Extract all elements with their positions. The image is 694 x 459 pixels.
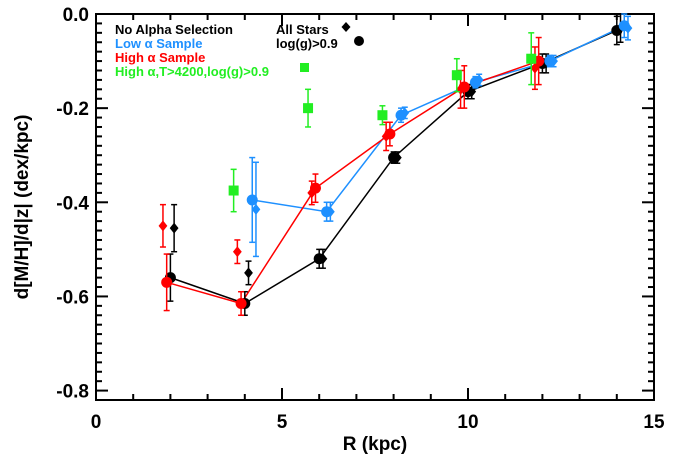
- circle-marker: [309, 182, 321, 194]
- circle-marker: [458, 81, 470, 93]
- y-tick-label: -0.8: [56, 382, 89, 403]
- axes: 0 5 10 15 0.0 -0.2 -0.4 -0.6 -0.8: [56, 5, 665, 433]
- data-point: [313, 248, 325, 269]
- legend-marker-entry: All Stars: [276, 22, 329, 37]
- data-point: [161, 253, 173, 312]
- square-marker: [228, 185, 239, 196]
- data-point: [458, 65, 470, 109]
- circle-marker: [544, 55, 556, 67]
- legend-entry: High α Sample: [115, 50, 205, 65]
- data-point: [388, 151, 400, 164]
- circle-marker: [388, 152, 400, 164]
- y-tick-label: -0.6: [56, 287, 89, 308]
- circle-marker: [161, 276, 173, 288]
- data-point: [395, 107, 407, 124]
- data-point: [377, 105, 388, 126]
- data-point: [303, 88, 314, 128]
- series-line: [166, 60, 539, 305]
- legend-circle-icon: [354, 36, 364, 46]
- y-axis-label: d[M/H]/d|z| (dex/kpc): [12, 115, 33, 300]
- diamond-marker: [251, 203, 261, 215]
- circle-marker: [246, 194, 258, 206]
- data-point: [321, 201, 333, 222]
- data-point: [618, 13, 630, 39]
- legend-square-icon: [300, 63, 309, 72]
- circle-marker: [235, 298, 247, 309]
- circle-marker: [469, 76, 481, 88]
- y-tick-label: -0.2: [56, 99, 89, 120]
- circle-marker: [618, 20, 630, 32]
- y-tick-label: 0.0: [63, 5, 89, 26]
- square-marker: [377, 110, 388, 121]
- diamond-marker: [169, 222, 179, 234]
- data-point: [169, 203, 179, 253]
- data-point: [232, 239, 242, 265]
- circle-marker: [384, 128, 396, 140]
- data-point: [251, 161, 261, 258]
- square-marker: [526, 53, 537, 64]
- data-point: [158, 203, 168, 248]
- legend-diamond-icon: [341, 22, 351, 32]
- square-marker: [303, 103, 314, 114]
- data-point: [246, 156, 258, 244]
- y-tick-label: -0.4: [56, 193, 89, 214]
- data-point: [544, 54, 556, 68]
- square-marker: [451, 70, 462, 81]
- legend-marker-entry: log(g)>0.9: [276, 36, 338, 51]
- series-line: [252, 25, 625, 213]
- data-point: [469, 75, 481, 89]
- diamond-marker: [232, 246, 242, 258]
- data-point: [309, 173, 321, 204]
- data-point: [451, 57, 462, 93]
- legend-entry: High α,T>4200,log(g)>0.9: [115, 64, 269, 79]
- data-point: [228, 168, 239, 213]
- x-tick-label: 5: [277, 412, 288, 433]
- diamond-marker: [158, 220, 168, 232]
- legend-entry: No Alpha Selection: [115, 22, 233, 37]
- data-point: [384, 121, 396, 147]
- data-point: [244, 260, 253, 286]
- plot-frame: [95, 13, 655, 401]
- legend-entry: Low α Sample: [115, 36, 202, 51]
- diamond-marker: [244, 267, 253, 279]
- x-tick-label: 0: [91, 412, 102, 433]
- data-point: [235, 290, 247, 317]
- data-points: [158, 13, 633, 317]
- x-tick-label: 10: [457, 412, 478, 433]
- x-tick-label: 15: [643, 412, 665, 433]
- circle-marker: [313, 253, 325, 265]
- circle-marker: [395, 109, 407, 121]
- x-axis-label: R (kpc): [343, 434, 407, 455]
- data-point: [526, 32, 537, 86]
- circle-marker: [321, 206, 333, 218]
